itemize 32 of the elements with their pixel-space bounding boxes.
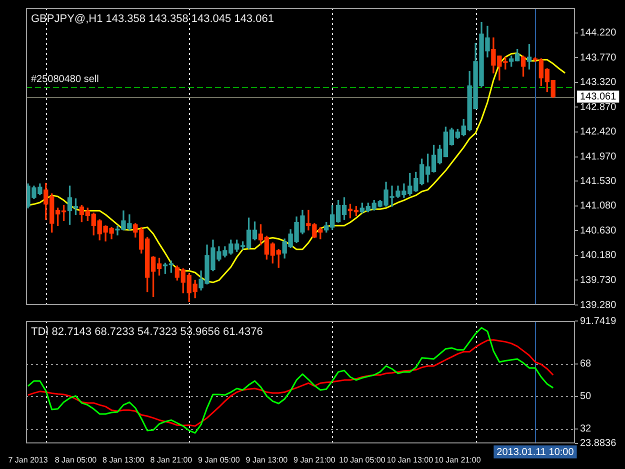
x-tick-label: 10 Jan 05:00 — [339, 455, 386, 464]
y-tick-label: 141.080 — [580, 200, 617, 212]
y-tick-label: 23.8836 — [580, 438, 617, 450]
y-tick-label: 142.420 — [580, 126, 617, 138]
y-tick-label: 141.530 — [580, 176, 617, 187]
y-tick-label: 139.280 — [580, 300, 617, 311]
x-tick-label: 8 Jan 13:00 — [102, 455, 145, 464]
y-tick-label: 141.970 — [580, 152, 617, 163]
y-tick-label: 142.870 — [580, 102, 617, 113]
y-tick-label: 143.320 — [580, 77, 617, 88]
x-tick-label: 9 Jan 05:00 — [198, 455, 240, 464]
x-tick-label: 7 Jan 2013 — [8, 455, 48, 464]
x-tick-label: 9 Jan 13:00 — [246, 455, 288, 464]
y-tick-label: 143.770 — [580, 52, 617, 64]
y-tick-label: 50 — [580, 391, 592, 402]
ref-line-label: 143.061 — [580, 91, 617, 102]
x-tick-label: 9 Jan 21:00 — [294, 455, 336, 464]
y-tick-label: 91.7419 — [580, 316, 617, 327]
y-tick-label: 140.180 — [580, 250, 617, 262]
x-tick-label: 8 Jan 05:00 — [54, 455, 98, 464]
y-tick-label: 68 — [580, 358, 592, 370]
chart-title: GBPJPY@,H1 143.358 143.358 143.045 143.061 — [31, 13, 274, 25]
y-tick-label: 32 — [580, 424, 592, 435]
ref-line-label: #25080480 sell — [31, 74, 99, 85]
chart-title: TDI 82.7143 68.7233 54.7323 53.9656 61.4376 — [31, 326, 263, 338]
y-tick-label: 144.220 — [580, 28, 617, 39]
x-tick-label: 8 Jan 21:00 — [150, 455, 193, 464]
y-tick-label: 139.730 — [580, 274, 617, 286]
y-tick-label: 140.630 — [580, 225, 617, 236]
x-tick-label: 10 Jan 13:00 — [386, 455, 434, 464]
x-tick-label: 10 Jan 21:00 — [434, 455, 482, 464]
ref-line-label: 2013.01.11 10:00 — [496, 447, 574, 458]
